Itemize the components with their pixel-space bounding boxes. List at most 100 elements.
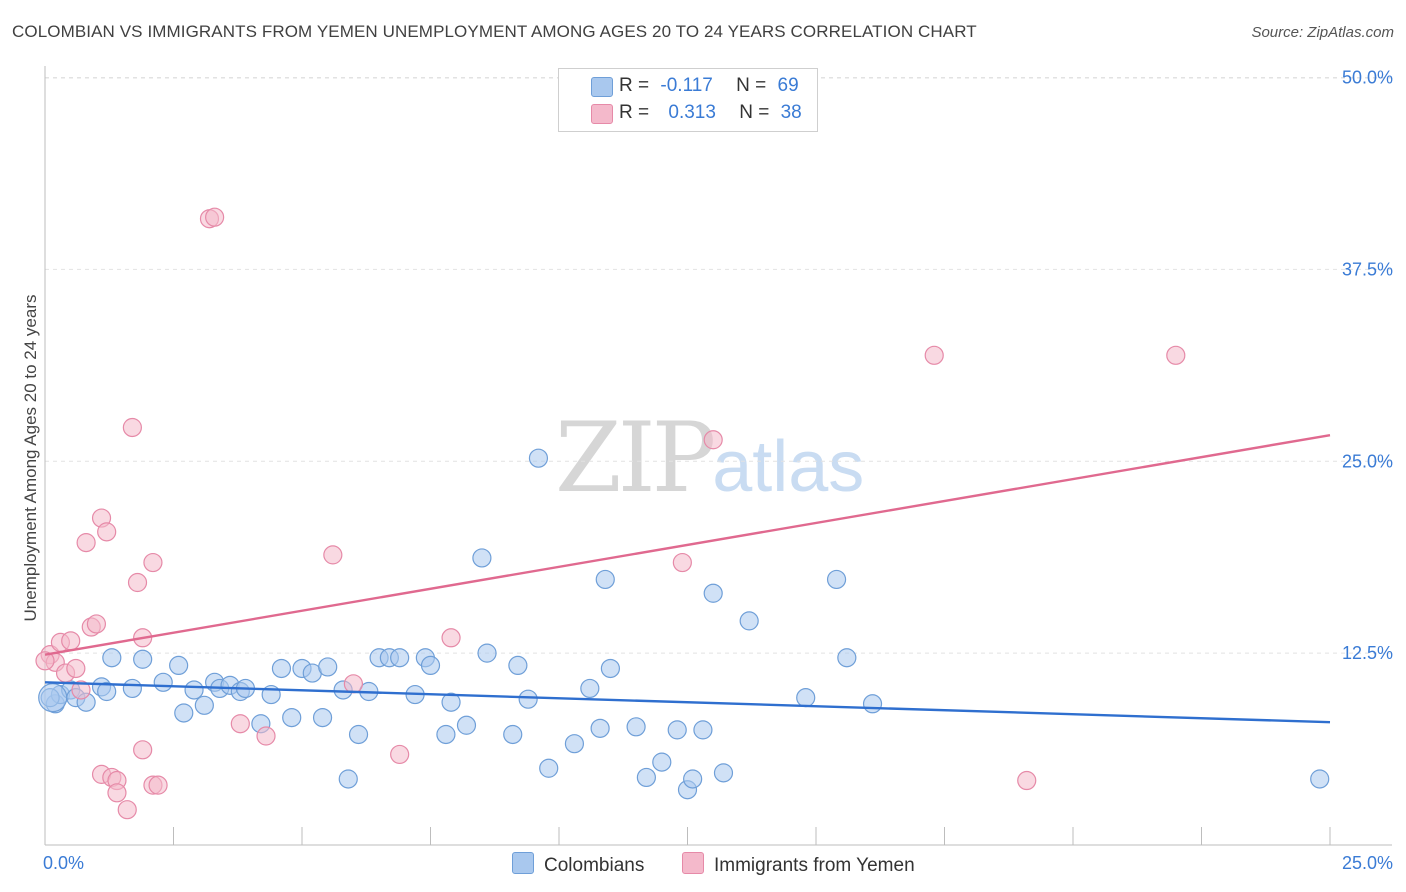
yemen-point [127, 572, 148, 593]
colombian-point [184, 680, 204, 700]
colombian-point [796, 688, 816, 708]
n-value: 38 [780, 102, 802, 123]
x-tick-label: 25.0% [1342, 853, 1393, 873]
source-attribution: Source: ZipAtlas.com [1251, 24, 1394, 41]
yemen-point [672, 552, 692, 573]
yemen-point [1166, 345, 1186, 365]
colombian-point [713, 763, 734, 783]
r-label: R = [619, 102, 650, 123]
stats-row-yemen: R = 0.313 N = 38 [591, 102, 802, 126]
yemen-point [35, 651, 55, 671]
colombian-point [97, 681, 117, 702]
yemen-point [71, 680, 91, 700]
watermark-zip: ZIP [555, 402, 716, 514]
colombian-point [312, 707, 333, 728]
colombian-point [564, 734, 585, 754]
colombian-point [1310, 769, 1330, 789]
colombian-point [636, 767, 656, 788]
colombian-point [133, 649, 153, 669]
stats-legend: R = -0.117 N = 69 R = 0.313 N = 38 [558, 68, 818, 132]
colombian-trend-line [44, 681, 1331, 724]
colombian-point [348, 724, 369, 745]
colombian-point [652, 752, 672, 772]
yemen-point [343, 674, 363, 694]
yemen-point [323, 545, 343, 565]
colombian-point [826, 569, 847, 590]
yemen-point [256, 726, 276, 746]
colombian-point [477, 643, 497, 663]
colombian-point [420, 655, 441, 676]
colombian-point [703, 583, 723, 603]
yemen-point [117, 800, 137, 820]
colombian-point [693, 720, 713, 740]
x-tick-label: 0.0% [43, 853, 84, 873]
colombian-point [837, 648, 857, 668]
yemen-point [97, 522, 117, 542]
yemen-point [133, 740, 153, 760]
n-label: N = [739, 102, 770, 123]
colombian-cluster-point [38, 683, 68, 713]
yemen-point [703, 430, 723, 450]
r-value: 0.313 [668, 102, 716, 123]
colombian-point [102, 648, 122, 668]
colombian-point [590, 718, 610, 738]
colombian-point [282, 707, 302, 728]
n-label: N = [736, 75, 767, 96]
yemen-point [230, 714, 250, 734]
y-tick-label: 25.0% [1342, 451, 1393, 471]
colombian-point [683, 769, 703, 789]
colombian-point [862, 694, 883, 714]
y-axis-label: Unemployment Among Ages 20 to 24 years [21, 295, 40, 622]
r-value: -0.117 [660, 75, 713, 96]
legend-colombians: Colombians [512, 852, 644, 877]
watermark-atlas: atlas [712, 427, 865, 507]
yemen-point [1017, 770, 1037, 791]
colombian-point [595, 569, 615, 590]
colombian-point [600, 658, 621, 679]
colombian-point [580, 678, 600, 699]
colombian-point [528, 448, 549, 468]
yemen-point [76, 533, 96, 553]
legend-swatch-pink [591, 104, 613, 124]
legend-swatch-blue [512, 852, 534, 874]
y-tick-label: 37.5% [1342, 259, 1393, 279]
yemen-point [441, 628, 461, 648]
legend-swatch-pink [682, 852, 704, 874]
yemen-point [205, 207, 225, 227]
legend-swatch-blue [591, 77, 613, 97]
n-value: 69 [777, 75, 799, 96]
yemen-point [122, 417, 142, 438]
colombian-point [194, 695, 214, 715]
legend-label-colombians: Colombians [544, 855, 645, 876]
watermark: ZIPatlas [555, 402, 864, 514]
yemen-trend-line [44, 433, 1331, 656]
colombian-point [518, 689, 538, 709]
legend-yemen: Immigrants from Yemen [682, 852, 915, 877]
colombian-point [667, 720, 687, 740]
stats-row-colombians: R = -0.117 N = 69 [591, 75, 799, 99]
yemen-point [924, 345, 944, 365]
legend-label-yemen: Immigrants from Yemen [714, 855, 915, 876]
colombian-point [472, 548, 492, 568]
colombian-point [338, 769, 358, 789]
colombian-point [441, 692, 461, 712]
yemen-point [66, 658, 86, 679]
yemen-point [390, 744, 410, 765]
r-label: R = [619, 75, 650, 96]
yemen-point [107, 783, 127, 803]
colombian-point [153, 672, 173, 692]
colombian-point [456, 715, 477, 735]
colombian-point [539, 758, 559, 778]
colombian-point [739, 611, 759, 631]
yemen-point [148, 775, 168, 795]
yemen-point [61, 631, 81, 651]
colombian-point [508, 655, 528, 676]
y-tick-label: 12.5% [1342, 643, 1393, 663]
yemen-point [86, 614, 107, 634]
chart-title: COLOMBIAN VS IMMIGRANTS FROM YEMEN UNEMP… [12, 22, 977, 41]
colombian-point [390, 648, 410, 668]
colombian-point [626, 717, 646, 737]
colombian-point [436, 724, 456, 745]
colombian-point [503, 724, 523, 745]
